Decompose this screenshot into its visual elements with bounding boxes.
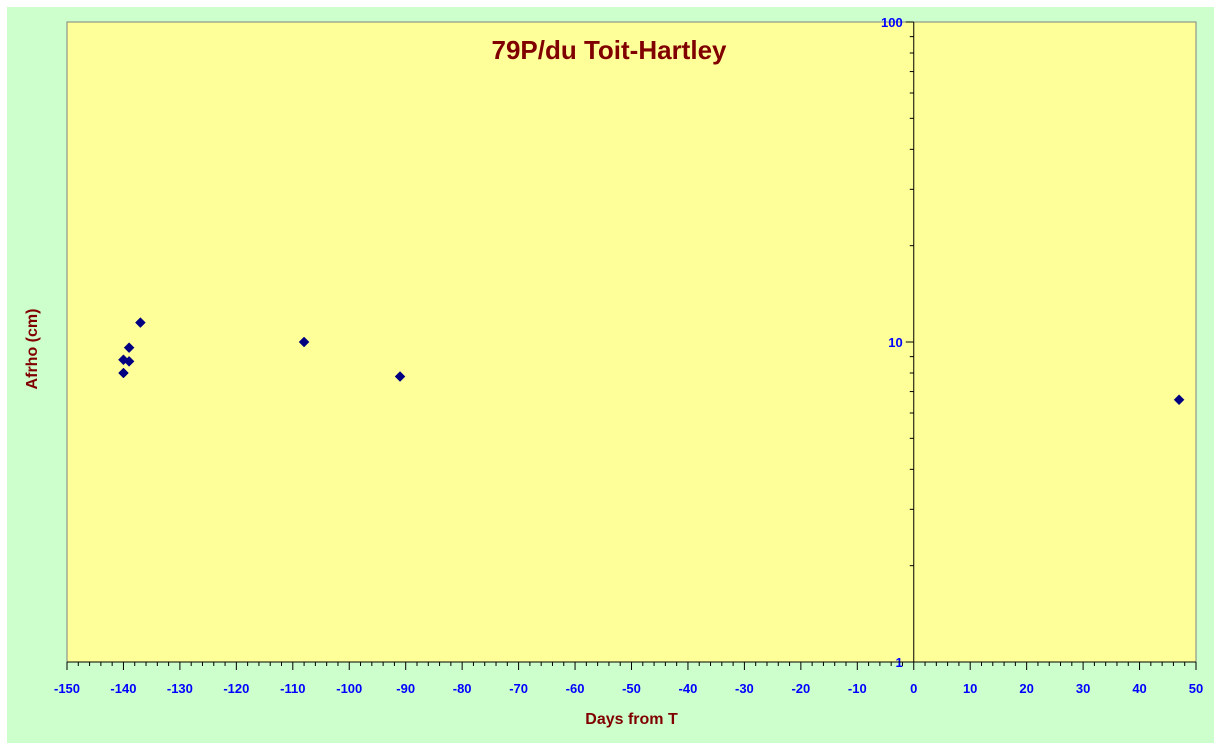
x-tick-label: 50 (1189, 681, 1203, 696)
data-point (118, 367, 129, 379)
data-point (298, 336, 310, 348)
chart-canvas: 110100-150-140-130-120-110-100-90-80-70-… (24, 15, 1203, 728)
x-tick-label: -20 (791, 681, 810, 696)
x-tick-label: -120 (223, 681, 249, 696)
x-tick-label: -80 (453, 681, 472, 696)
x-tick-label: -40 (679, 681, 698, 696)
y-tick-label: 10 (888, 335, 902, 350)
y-tick-label: 100 (881, 15, 903, 30)
x-tick-label: 30 (1076, 681, 1090, 696)
x-tick-label: -10 (848, 681, 867, 696)
x-tick-label: 0 (910, 681, 917, 696)
chart-title: 79P/du Toit-Hartley (491, 35, 727, 65)
data-point (1173, 394, 1185, 406)
x-tick-label: 40 (1132, 681, 1146, 696)
data-point (123, 356, 135, 367)
x-tick-label: -130 (167, 681, 193, 696)
data-point (135, 317, 146, 328)
x-tick-label: -60 (566, 681, 585, 696)
data-point (123, 342, 135, 354)
x-tick-label: -100 (336, 681, 362, 696)
x-tick-label: -50 (622, 681, 641, 696)
x-tick-label: -110 (280, 681, 305, 696)
x-tick-label: -140 (110, 681, 136, 696)
x-tick-label: -90 (396, 681, 415, 696)
x-tick-label: -30 (735, 681, 754, 696)
plot-area (66, 21, 1197, 663)
chart-area: 110100-150-140-130-120-110-100-90-80-70-… (7, 7, 1214, 743)
data-point (394, 371, 406, 382)
y-axis-title: Afrho (cm) (24, 309, 41, 390)
x-tick-label: 10 (963, 681, 977, 696)
x-tick-label: 20 (1019, 681, 1033, 696)
x-tick-label: -70 (509, 681, 528, 696)
x-axis-title: Days from T (585, 711, 678, 728)
x-tick-label: -150 (54, 681, 80, 696)
